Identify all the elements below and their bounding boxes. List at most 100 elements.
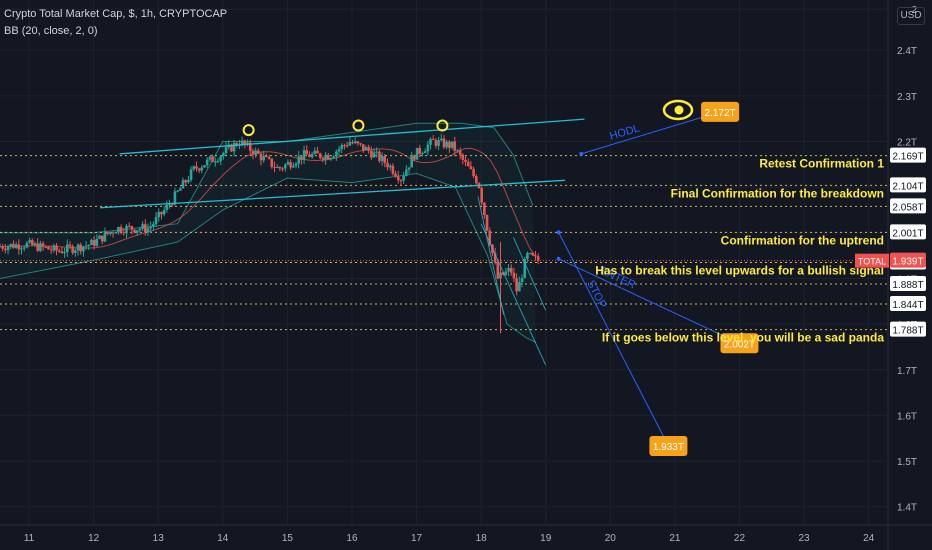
candle-body: [173, 191, 177, 205]
candle-body: [361, 144, 365, 151]
candle-body: [329, 158, 333, 160]
candle-body: [345, 145, 349, 147]
candle-body: [63, 252, 66, 254]
candle-body: [442, 138, 446, 148]
target-callout-bg: [701, 101, 740, 122]
candle-body: [130, 226, 134, 230]
level-label-bg: [890, 198, 926, 214]
candle-body: [356, 141, 360, 144]
candle-body: [364, 147, 368, 151]
annotation-text: Has to break this level upwards for a bu…: [595, 264, 884, 278]
candle-body: [141, 224, 144, 229]
candle-body: [47, 246, 50, 250]
level-label: 2.001T: [892, 228, 923, 239]
projection-line: [558, 232, 669, 447]
candle-body: [528, 252, 532, 254]
candle-body: [144, 224, 147, 233]
candle-body: [211, 156, 214, 162]
candle-body: [232, 143, 236, 152]
level-label-bg: [890, 147, 926, 163]
candle-body: [111, 232, 115, 234]
swing-mark: [436, 119, 449, 132]
candle-body: [472, 169, 475, 177]
candle-body: [316, 150, 319, 154]
candle-body: [52, 245, 56, 251]
x-tick-label: 16: [346, 533, 358, 544]
candle-body: [114, 232, 118, 234]
y-tick-label: 1.6T: [897, 411, 917, 422]
y-tick-label: 2: [911, 5, 917, 16]
target-callout: 1.933T: [653, 442, 684, 453]
candle-body: [483, 202, 486, 215]
candle-body: [292, 165, 295, 168]
y-tick-label: 2.2T: [897, 138, 917, 149]
candle-body: [36, 243, 39, 251]
candle-body: [343, 145, 346, 147]
x-tick-label: 11: [24, 533, 35, 544]
candle-body: [6, 246, 10, 251]
candle-body: [378, 151, 381, 161]
candle-body: [466, 161, 470, 167]
candle-body: [324, 154, 327, 160]
candle-body: [84, 245, 88, 247]
candle-body: [450, 141, 454, 148]
eye-icon-pupil: [674, 105, 684, 115]
target-callout-bg: [720, 333, 759, 354]
candle-body: [348, 142, 352, 146]
candle-body: [197, 168, 201, 171]
candle-body: [504, 271, 508, 275]
candle-body: [294, 163, 298, 166]
target-callout: 2.002T: [724, 339, 755, 350]
candle-body: [421, 152, 424, 154]
x-tick-label: 17: [411, 533, 423, 544]
candle-body: [286, 162, 290, 165]
x-tick-label: 21: [669, 533, 681, 544]
candle-body: [1, 246, 4, 249]
candle-body: [270, 158, 274, 167]
x-tick-label: 15: [282, 533, 294, 544]
candle-body: [90, 239, 93, 246]
candle-body: [337, 149, 341, 152]
candle-body: [418, 147, 422, 154]
x-tick-label: 24: [863, 533, 875, 544]
candle-body: [394, 173, 397, 177]
level-label: 1.788T: [892, 326, 923, 337]
candle-body: [458, 150, 462, 155]
candle-body: [103, 232, 107, 242]
currency-button[interactable]: USD: [897, 7, 925, 25]
candle-body: [300, 156, 303, 160]
candle-body: [160, 211, 163, 215]
candle-body: [273, 166, 276, 168]
candle-body: [82, 246, 85, 252]
band-basis: [0, 147, 537, 258]
candle-body: [431, 138, 435, 140]
candle-body: [87, 245, 91, 247]
candle-body: [12, 243, 15, 248]
y-axis: 22.4T2.3T2.2T2.1T2T1.9T1.8T1.7T1.6T1.5T1…: [855, 0, 926, 550]
candle-body: [76, 244, 80, 251]
series-tag: TOTAL: [858, 257, 886, 267]
candle-body: [203, 165, 206, 168]
candle-body: [426, 144, 430, 152]
candle-body: [235, 143, 239, 146]
trendline-channel: [119, 118, 585, 155]
candle-body: [39, 243, 42, 251]
candle-body: [372, 152, 376, 158]
trendline-wedge: [513, 237, 547, 311]
candle-body: [248, 142, 252, 151]
candle-body: [445, 141, 448, 148]
level-label: 2.104T: [892, 181, 923, 192]
candle-body: [429, 138, 432, 145]
candle-body: [127, 225, 131, 227]
candle-body: [9, 243, 13, 247]
candle-body: [49, 249, 53, 251]
x-tick-label: 14: [217, 533, 229, 544]
candle-body: [25, 242, 29, 248]
trendline-wedge: [480, 223, 547, 366]
candle-body: [106, 232, 109, 234]
candle-body: [423, 151, 427, 153]
candle-body: [55, 245, 58, 251]
candle-body: [117, 227, 120, 233]
candle-body: [133, 229, 136, 233]
